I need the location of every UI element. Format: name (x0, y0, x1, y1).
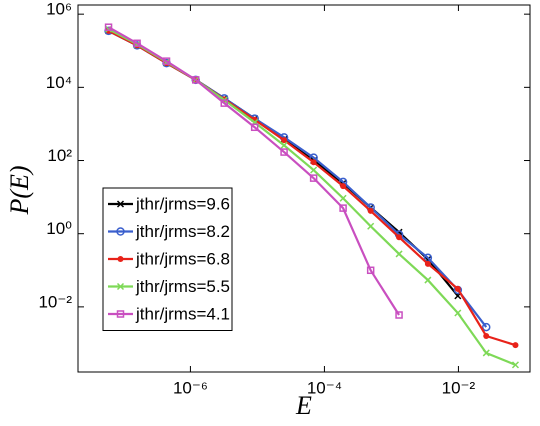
marker (395, 311, 403, 319)
marker (250, 123, 259, 132)
legend-label: jthr/jrms=8.2 (135, 222, 230, 241)
line (108, 26, 400, 316)
marker (281, 137, 288, 144)
y-tick-label: 10⁴ (46, 73, 72, 92)
marker (482, 349, 490, 357)
marker (367, 207, 374, 214)
marker (367, 222, 375, 230)
marker (396, 234, 403, 241)
marker (511, 361, 519, 369)
legend-marker (116, 310, 125, 318)
marker (133, 39, 141, 48)
marker (366, 266, 375, 275)
marker (191, 76, 200, 84)
marker (395, 250, 403, 258)
marker (340, 183, 347, 190)
y-tick-label: 10² (47, 146, 72, 165)
series (104, 23, 403, 319)
marker (220, 99, 229, 107)
legend-label: jthr/jrms=6.8 (135, 249, 230, 268)
marker (280, 141, 288, 149)
legend-marker (116, 282, 125, 291)
legend-marker (116, 227, 125, 236)
marker (162, 57, 171, 65)
marker (481, 322, 491, 332)
marker (310, 159, 317, 166)
x-tick-label: 10⁻² (442, 378, 476, 397)
y-tick-label: 10⁶ (46, 0, 72, 19)
y-axis-label: P(E) (5, 165, 34, 215)
marker (424, 276, 432, 284)
legend: jthr/jrms=9.6 jthr/jrms=8.2 jthr/jrms=6.8 j… (102, 187, 233, 331)
legend-label: jthr/jrms=9.6 (135, 194, 230, 213)
marker (339, 204, 347, 212)
plot-frame (77, 4, 531, 373)
marker (310, 166, 318, 174)
y-tick-label: 10⁻² (38, 292, 72, 311)
marker (483, 332, 490, 339)
legend-marker (117, 256, 124, 262)
marker (454, 285, 461, 292)
legend-label: jthr/jrms=5.5 (135, 277, 230, 296)
marker (339, 194, 347, 202)
legend-label: jthr/jrms=4.1 (135, 304, 230, 323)
x-tick-label: 10⁻⁶ (173, 378, 208, 397)
marker (309, 174, 318, 182)
marker (512, 342, 519, 349)
x-axis-label: E (295, 391, 312, 420)
legend-marker (116, 200, 125, 208)
marker (280, 148, 288, 156)
y-tick-label: 10⁰ (46, 219, 72, 238)
legend-box (102, 187, 233, 331)
marker (424, 260, 431, 267)
x-tick-label: 10⁻⁴ (307, 378, 342, 397)
marker (454, 309, 462, 317)
marker (104, 23, 113, 31)
